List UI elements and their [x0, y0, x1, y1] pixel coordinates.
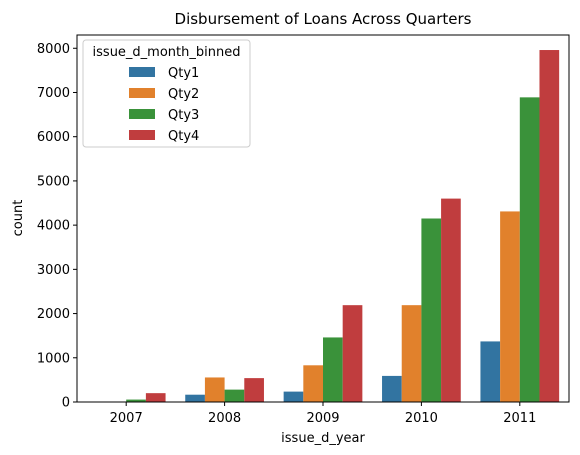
- bar-Qty3-2010: [421, 218, 442, 402]
- bar-Qty4-2008: [244, 378, 264, 402]
- legend-swatch-Qty4: [129, 130, 155, 140]
- legend-swatch-Qty3: [129, 109, 155, 119]
- chart-title: Disbursement of Loans Across Quarters: [175, 10, 472, 28]
- legend-frame: [82, 39, 251, 148]
- legend-label-Qty4: Qty4: [168, 129, 199, 144]
- bar-Qty1-2011: [480, 341, 501, 402]
- x-tick-label: 2010: [405, 411, 438, 426]
- bar-Qty4-2009: [342, 305, 363, 402]
- bar-Qty4-2007: [145, 393, 166, 402]
- y-tick-label: 7000: [37, 86, 70, 101]
- x-axis: 2007 2008 2009 2010 2011: [110, 402, 536, 426]
- bar-Qty2-2011: [500, 211, 520, 402]
- bar-Qty4-2011: [539, 50, 560, 402]
- y-tick-label: 4000: [37, 219, 70, 234]
- bar-Qty3-2009: [323, 337, 343, 402]
- bar-Qty3-2007: [126, 399, 146, 402]
- y-tick-label: 3000: [37, 263, 70, 278]
- bar-Qty3-2011: [519, 97, 540, 402]
- x-tick-label: 2011: [503, 411, 536, 426]
- y-tick-label: 6000: [37, 130, 70, 145]
- y-tick-label: 8000: [37, 42, 70, 57]
- bar-Qty2-2010: [401, 305, 422, 402]
- x-tick-label: 2009: [306, 411, 339, 426]
- y-tick-label: 2000: [37, 307, 70, 322]
- y-tick-label: 0: [62, 396, 70, 411]
- y-axis-label: count: [11, 200, 26, 237]
- plot-frame: [76, 34, 570, 403]
- y-tick-label: 5000: [37, 174, 70, 189]
- bar-Qty3-2008: [224, 389, 245, 402]
- bar-Qty1-2008: [185, 394, 205, 402]
- legend: issue_d_month_binned Qty1 Qty2 Qty3 Qty4: [82, 39, 251, 148]
- bar-Qty2-2008: [204, 377, 225, 402]
- x-tick-label: 2007: [110, 411, 143, 426]
- legend-label-Qty2: Qty2: [168, 87, 199, 102]
- legend-label-Qty1: Qty1: [168, 66, 199, 81]
- y-tick-label: 1000: [37, 351, 70, 366]
- x-tick-label: 2008: [208, 411, 241, 426]
- bar-Qty1-2010: [382, 375, 402, 402]
- bar-Qty2-2009: [303, 365, 323, 402]
- legend-title: issue_d_month_binned: [93, 45, 241, 60]
- bars-group: [126, 50, 560, 402]
- y-axis: 0 1000 2000 3000 4000 5000 6000 7000 8000: [37, 42, 77, 411]
- bar-Qty1-2009: [283, 391, 304, 402]
- legend-swatch-Qty2: [129, 88, 155, 98]
- x-axis-label: issue_d_year: [281, 431, 365, 446]
- bar-Qty4-2010: [441, 198, 461, 402]
- legend-label-Qty3: Qty3: [168, 108, 199, 123]
- legend-swatch-Qty1: [129, 67, 155, 77]
